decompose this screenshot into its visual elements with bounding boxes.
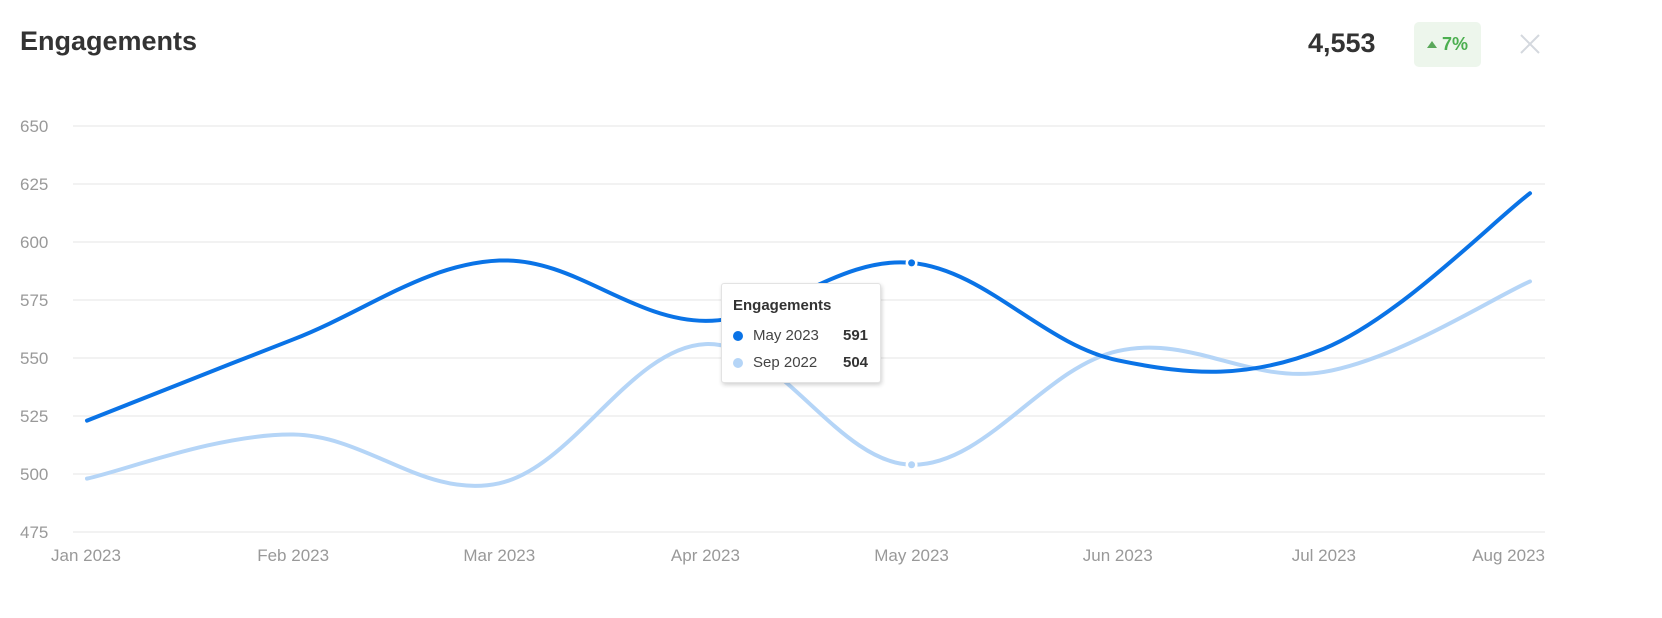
- current-series-dot-icon: [733, 330, 743, 341]
- close-icon: [1520, 34, 1540, 54]
- change-value: 7%: [1441, 34, 1468, 54]
- y-tick-label: 525: [20, 407, 48, 426]
- x-tick-label: May 2023: [874, 546, 949, 565]
- x-axis: Jan 2023 Feb 2023 Mar 2023 Apr 2023 May 2023…: [51, 546, 1545, 565]
- y-axis: 650 625 600 575 550 525 500 475: [20, 117, 48, 542]
- x-tick-label: Apr 2023: [671, 546, 740, 565]
- x-tick-label: Jun 2023: [1083, 546, 1153, 565]
- y-tick-label: 500: [20, 465, 48, 484]
- tooltip-title: Engagements: [733, 297, 832, 314]
- hover-markers: [905, 256, 918, 471]
- close-button[interactable]: [1518, 32, 1542, 56]
- tooltip-value: 504: [843, 354, 869, 371]
- y-tick-label: 600: [20, 233, 48, 252]
- tooltip-value: 591: [843, 327, 869, 344]
- tooltip-row-current: May 2023 591: [733, 322, 869, 349]
- tooltip-label: May 2023: [753, 327, 819, 344]
- tooltip-label: Sep 2022: [753, 354, 818, 371]
- x-tick-label: Mar 2023: [463, 546, 535, 565]
- y-tick-label: 550: [20, 349, 48, 368]
- y-tick-label: 650: [20, 117, 48, 136]
- y-tick-label: 625: [20, 175, 48, 194]
- previous-series-dot-icon: [733, 357, 743, 368]
- y-tick-label: 475: [20, 523, 48, 542]
- change-badge: 7%: [1414, 22, 1481, 67]
- page-title: Engagements: [20, 26, 198, 56]
- x-tick-label: Jan 2023: [51, 546, 121, 565]
- x-tick-label: Jul 2023: [1292, 546, 1356, 565]
- previous-period-line[interactable]: [85, 279, 1532, 488]
- x-tick-label: Feb 2023: [257, 546, 329, 565]
- total-value: 4,553: [1308, 28, 1376, 58]
- tooltip-row-previous: Sep 2022 504: [733, 349, 869, 376]
- y-tick-label: 575: [20, 291, 48, 310]
- chart-tooltip: Engagements May 2023 591 Sep 2022 504: [721, 283, 881, 383]
- x-tick-label: Aug 2023: [1472, 546, 1545, 565]
- arrow-up-icon: [1426, 41, 1437, 48]
